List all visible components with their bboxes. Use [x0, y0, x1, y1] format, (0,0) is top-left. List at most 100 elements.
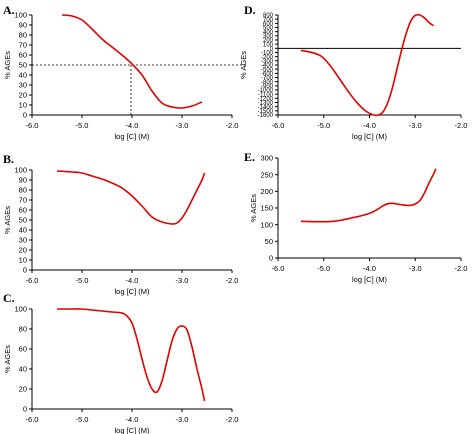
panel-label: D.	[244, 3, 256, 17]
x-tick-label: -3.0	[409, 121, 422, 130]
y-tick-label: 60	[19, 51, 27, 60]
y-tick-label: 200	[260, 187, 273, 196]
y-tick-label: -700	[261, 76, 274, 82]
y-tick-label: 100	[14, 11, 27, 20]
x-tick-label: -3.0	[176, 415, 189, 424]
y-tick-label: 50	[265, 237, 273, 246]
x-tick-label: -2.0	[226, 121, 239, 130]
y-tick-label: 30	[19, 81, 27, 90]
y-tick-label: -200	[261, 55, 274, 61]
y-tick-label: -1400	[258, 105, 274, 111]
y-tick-label: 50	[19, 216, 27, 225]
data-series-line	[57, 308, 206, 402]
data-series-line	[300, 13, 435, 117]
x-tick-label: -3.0	[176, 121, 189, 130]
chart-panel-e: E. -6.0 -5.0 -4.0 -3.0 -2.0 0 50 100 150 200 250 300…	[244, 150, 467, 284]
y-tick-label: -1100	[258, 92, 274, 98]
y-tick-label: 70	[19, 196, 27, 205]
x-axis-label: log [C] (M)	[114, 287, 150, 296]
x-tick-label: -5.0	[76, 276, 89, 285]
x-tick-label: -4.0	[363, 264, 376, 273]
y-tick-label: 400	[263, 30, 274, 36]
x-axis-label: log [C] (M)	[352, 132, 388, 141]
y-tick-label: 700	[263, 17, 274, 23]
panel-label: A.	[3, 3, 15, 17]
y-tick-label: 80	[19, 31, 27, 40]
y-axis-label: % AGEs	[239, 51, 248, 79]
data-series-line	[300, 168, 437, 223]
y-tick-label: 600	[263, 21, 274, 27]
data-series-line	[61, 14, 203, 109]
y-tick-label: -1600	[258, 113, 274, 119]
x-tick-label: -5.0	[317, 121, 330, 130]
x-tick-label: -2.0	[455, 121, 468, 130]
y-tick-label: -1500	[258, 109, 274, 115]
x-tick-label: -5.0	[76, 121, 89, 130]
y-tick-label: 100	[263, 42, 274, 48]
panel-label: B.	[3, 152, 14, 166]
y-tick-label: -100	[261, 51, 274, 57]
x-tick-label: -6.0	[272, 264, 285, 273]
y-tick-label: -1000	[258, 88, 274, 94]
y-tick-label: -1200	[258, 96, 274, 102]
x-tick-label: -4.0	[126, 415, 139, 424]
y-tick-label: -1300	[258, 101, 274, 107]
y-tick-label: 90	[19, 176, 27, 185]
y-tick-label: 10	[19, 101, 27, 110]
y-tick-label: 90	[19, 21, 27, 30]
y-tick-label: 20	[19, 91, 27, 100]
chart-panel-b: B. -6.0 -5.0 -4.0 -3.0 -2.0 010203040506070809…	[3, 152, 238, 296]
y-tick-label: 40	[19, 226, 27, 235]
y-tick-label: -600	[261, 71, 274, 77]
x-tick-label: -5.0	[76, 415, 89, 424]
x-tick-label: -2.0	[226, 415, 239, 424]
x-tick-label: -3.0	[176, 276, 189, 285]
y-tick-label: 40	[19, 365, 27, 374]
y-tick-label: 80	[19, 325, 27, 334]
y-tick-label: -800	[261, 80, 274, 86]
y-tick-label: 20	[19, 246, 27, 255]
y-axis-label: % AGEs	[3, 345, 12, 373]
x-axis-label: log [C] (M)	[352, 275, 388, 284]
x-tick-label: -6.0	[26, 276, 39, 285]
chart-panel-d: D. -6.0 -5.0 -4.0 -3.0 -2.0 -1600-1500-1400-13…	[239, 3, 467, 141]
y-tick-label: -400	[261, 63, 274, 69]
x-tick-label: -6.0	[26, 121, 39, 130]
y-tick-label: 0	[23, 266, 27, 275]
y-tick-label: 200	[263, 38, 274, 44]
y-tick-label: 0	[23, 405, 27, 414]
y-tick-label: -300	[261, 59, 274, 65]
y-tick-label: 0	[269, 254, 273, 263]
y-axis-label: % AGEs	[249, 194, 258, 222]
panel-label: E.	[244, 150, 255, 164]
y-tick-label: 0	[23, 111, 27, 120]
y-tick-label: -900	[261, 84, 274, 90]
y-tick-label: 50	[19, 61, 27, 70]
y-tick-label: 70	[19, 41, 27, 50]
y-tick-label: 100	[260, 220, 273, 229]
y-tick-label: 100	[14, 166, 27, 175]
y-tick-label: 300	[260, 154, 273, 163]
y-tick-label: 250	[260, 170, 273, 179]
y-tick-label: 20	[19, 385, 27, 394]
panel-label: C.	[3, 291, 15, 305]
y-tick-label: 30	[19, 236, 27, 245]
y-tick-label: 100	[14, 305, 27, 314]
x-axis-label: log [C] (M)	[114, 426, 150, 434]
x-tick-label: -2.0	[455, 264, 468, 273]
y-axis-label: % AGEs	[3, 206, 12, 234]
y-tick-label: 0	[270, 46, 274, 52]
data-series-line	[56, 170, 206, 225]
x-tick-label: -4.0	[363, 121, 376, 130]
x-tick-label: -6.0	[26, 415, 39, 424]
y-tick-label: 40	[19, 71, 27, 80]
x-tick-label: -5.0	[317, 264, 330, 273]
y-tick-label: 10	[19, 256, 27, 265]
y-tick-label: 300	[263, 34, 274, 40]
y-axis-label: % AGEs	[3, 51, 12, 79]
y-tick-label: 800	[263, 13, 274, 19]
y-tick-label: 60	[19, 345, 27, 354]
y-tick-label: 60	[19, 206, 27, 215]
y-tick-label: 500	[263, 26, 274, 32]
